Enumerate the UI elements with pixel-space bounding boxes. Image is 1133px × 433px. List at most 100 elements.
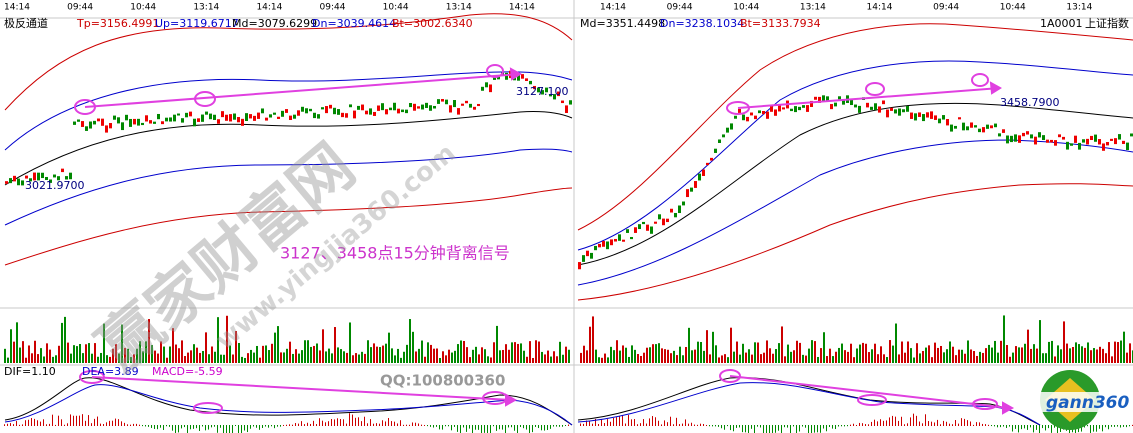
volume-bar — [463, 340, 465, 363]
candle — [726, 127, 729, 133]
macd-bar — [1015, 425, 1016, 429]
volume-bar — [472, 349, 474, 363]
macd-bar — [931, 421, 932, 426]
volume-bar — [796, 340, 798, 363]
candle — [826, 96, 829, 101]
volume-bar — [16, 322, 18, 363]
macd-bar — [802, 425, 803, 427]
volume-bar — [817, 356, 819, 363]
candle — [766, 111, 769, 119]
volume-bar — [511, 342, 513, 363]
candle — [505, 72, 508, 80]
candle — [830, 104, 833, 110]
volume-bar — [1108, 342, 1110, 363]
volume-bar — [949, 341, 951, 363]
candle — [986, 124, 989, 129]
volume-bar — [277, 326, 279, 363]
volume-bar — [859, 344, 861, 363]
volume-bar — [940, 345, 942, 363]
volume-bar — [904, 352, 906, 363]
macd-bar — [1126, 425, 1127, 428]
candle — [934, 115, 937, 120]
macd-bar — [214, 425, 215, 427]
volume-bar — [604, 353, 606, 363]
candle — [642, 221, 645, 225]
time-label: 14:14 — [600, 3, 626, 13]
time-label: 14:14 — [867, 3, 893, 13]
volume-bar — [910, 348, 912, 363]
volume-bar — [1015, 346, 1017, 363]
volume-bar — [1114, 341, 1116, 363]
macd-bar — [967, 420, 968, 426]
macd-bar — [511, 425, 512, 428]
macd-bar — [1009, 425, 1010, 427]
volume-bar — [310, 346, 312, 363]
macd-bar — [601, 419, 602, 426]
macd-bar — [244, 425, 245, 431]
macd-bar — [541, 425, 542, 431]
macd-bar — [1102, 425, 1103, 432]
candle — [357, 105, 360, 110]
macd-bar — [187, 425, 188, 433]
volume-bar — [1093, 348, 1095, 363]
candle — [658, 214, 661, 220]
volume-bar — [34, 340, 36, 363]
macd-bar — [562, 425, 563, 427]
candle — [918, 112, 921, 117]
candle — [453, 100, 456, 108]
indicator-name: 极反通道 — [4, 16, 48, 30]
candle — [285, 109, 288, 113]
macd-bar — [1057, 425, 1058, 433]
volume-bar — [142, 351, 144, 363]
volume-bar — [169, 346, 171, 363]
indicator-value: Md=3079.6299 — [232, 17, 317, 30]
macd-bar — [217, 425, 218, 433]
macd-bar — [25, 420, 26, 426]
candle — [794, 106, 797, 113]
candle — [886, 109, 889, 118]
macd-bar — [604, 423, 605, 426]
macd-bar — [280, 425, 281, 427]
volume-bar — [613, 350, 615, 363]
macd-bar — [826, 425, 827, 432]
macd-bar — [904, 424, 905, 426]
candle — [253, 115, 256, 121]
volume-bar — [187, 352, 189, 363]
volume-bar — [97, 356, 99, 363]
macd-bar — [973, 424, 974, 426]
arrowhead — [509, 67, 522, 81]
candle — [938, 118, 941, 124]
candle — [385, 109, 388, 115]
candle — [682, 201, 685, 206]
volume-bar — [238, 342, 240, 363]
circle — [486, 64, 504, 78]
volume-bar — [76, 346, 78, 363]
macd-bar — [427, 425, 428, 427]
macd-bar — [259, 425, 260, 430]
volume-bar — [265, 345, 267, 363]
right-channels — [577, 23, 1133, 301]
candle — [926, 112, 929, 118]
volume-bar — [217, 317, 219, 363]
macd-bar — [157, 425, 158, 430]
volume-bar — [895, 323, 897, 363]
candle — [890, 107, 893, 111]
volume-bar — [928, 345, 930, 363]
volume-bar — [559, 341, 561, 363]
volume-bar — [919, 353, 921, 363]
volume-bar — [166, 357, 168, 363]
channel-bottom — [577, 183, 1133, 301]
volume-bar — [358, 354, 360, 363]
candle — [281, 110, 284, 117]
candle — [17, 178, 20, 186]
time-label: 10:44 — [733, 3, 759, 13]
volume-bar — [901, 341, 903, 363]
macd-bar — [532, 425, 533, 433]
volume-bar — [484, 349, 486, 363]
volume-bar — [781, 326, 783, 363]
macd-bar — [178, 425, 179, 433]
volume-bar — [112, 348, 114, 363]
macd-bar — [586, 420, 587, 426]
macd-bar — [1114, 425, 1115, 427]
macd-bar — [850, 424, 851, 426]
